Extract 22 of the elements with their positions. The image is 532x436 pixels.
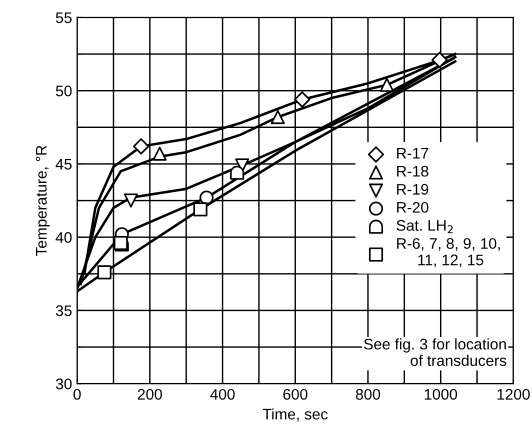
- x-tick-label: 400: [210, 388, 235, 400]
- y-tick-label: 40: [56, 232, 72, 243]
- x-tick-label: 800: [356, 388, 380, 400]
- y-axis-title: Temperature, °R: [36, 146, 50, 256]
- y-tick-label: 50: [56, 86, 72, 96]
- y-tick-label: 30: [56, 378, 72, 390]
- legend-label: R-18: [397, 166, 428, 177]
- x-axis-title: Time, sec: [262, 408, 328, 422]
- x-tick-label: 200: [138, 388, 162, 400]
- y-tick-label: 55: [56, 12, 72, 24]
- legend-label: R-17: [397, 148, 428, 158]
- y-tick-label: 45: [56, 158, 72, 170]
- x-tick-label: 0: [73, 388, 81, 400]
- legend-label: R-6, 7, 8, 9, 10, 11, 12, 15: [397, 238, 500, 268]
- legend-label: Sat. LH$_{2}$: [396, 220, 453, 234]
- x-tick-label: 1000: [424, 388, 458, 400]
- annotation: See fig. 3 for location of transducers: [364, 338, 506, 366]
- y-tick-label: 35: [56, 305, 72, 316]
- x-tick-label: 600: [283, 388, 308, 400]
- legend-label: R-20: [397, 202, 428, 213]
- x-tick-label: 1200: [498, 388, 530, 400]
- legend-label: R-19: [397, 184, 428, 195]
